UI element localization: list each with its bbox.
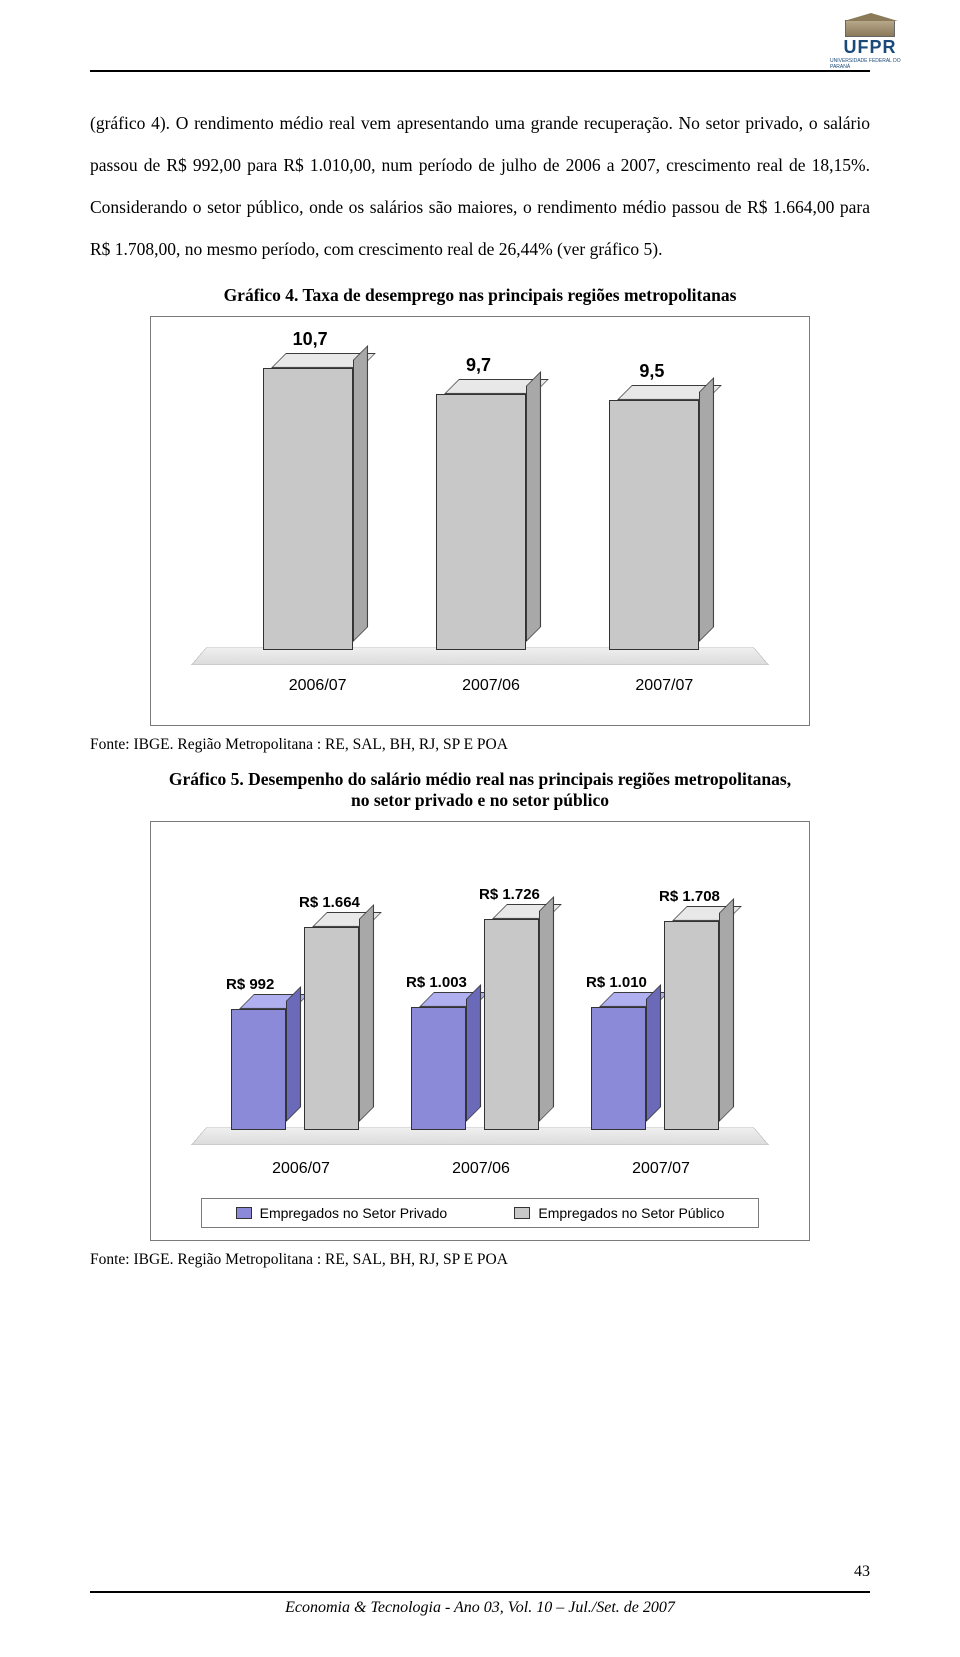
legend-swatch-privado (236, 1207, 252, 1219)
chart5-value-label: R$ 1.010 (586, 974, 647, 991)
page-footer: 43 Economia & Tecnologia - Ano 03, Vol. … (90, 1591, 870, 1617)
chart5-legend: Empregados no Setor Privado Empregados n… (201, 1198, 759, 1228)
chart5-source: Fonte: IBGE. Região Metropolitana : RE, … (90, 1251, 870, 1269)
chart5-value-label: R$ 1.003 (406, 974, 467, 991)
chart4-value-label: 9,5 (639, 361, 664, 382)
chart4-x-label: 2007/07 (599, 677, 729, 695)
chart4-bar (609, 400, 699, 650)
chart5-bar (304, 927, 359, 1130)
chart4-bar (263, 368, 353, 650)
logo-building-icon (845, 20, 895, 37)
chart5-value-label: R$ 1.726 (479, 886, 540, 903)
chart5-x-label: 2007/06 (391, 1160, 571, 1178)
legend-label-privado: Empregados no Setor Privado (260, 1205, 448, 1221)
legend-label-publico: Empregados no Setor Público (538, 1205, 724, 1221)
logo-text: UFPR (844, 37, 897, 58)
chart5-value-label: R$ 1.664 (299, 894, 360, 911)
chart5-value-label: R$ 992 (226, 976, 274, 993)
chart5-title: Gráfico 5. Desempenho do salário médio r… (160, 769, 800, 811)
logo-subtext: UNIVERSIDADE FEDERAL DO PARANÁ (830, 58, 910, 70)
legend-item-privado: Empregados no Setor Privado (236, 1205, 448, 1221)
chart4: 10,7 9,7 9,5 2006/07 2007/06 2007/07 (150, 316, 810, 726)
chart5-bar (411, 1007, 466, 1130)
chart4-source: Fonte: IBGE. Região Metropolitana : RE, … (90, 736, 870, 754)
chart5-x-label: 2006/07 (211, 1160, 391, 1178)
chart5-bar (664, 921, 719, 1130)
chart4-x-label: 2006/07 (253, 677, 383, 695)
chart5-value-label: R$ 1.708 (659, 888, 720, 905)
body-paragraph: (gráfico 4). O rendimento médio real vem… (90, 102, 870, 270)
page-number: 43 (854, 1563, 870, 1581)
chart5-bar (484, 919, 539, 1130)
ufpr-logo: UFPR UNIVERSIDADE FEDERAL DO PARANÁ (830, 20, 910, 70)
chart4-bar (436, 394, 526, 650)
chart4-title: Gráfico 4. Taxa de desemprego nas princi… (90, 285, 870, 306)
legend-item-publico: Empregados no Setor Público (514, 1205, 724, 1221)
chart5: R$ 992 R$ 1.664 R$ 1.003 R$ 1.726 R$ 1.010 R$… (150, 821, 810, 1241)
footer-rule (90, 1591, 870, 1593)
chart4-value-label: 9,7 (466, 355, 491, 376)
footer-text: Economia & Tecnologia - Ano 03, Vol. 10 … (90, 1599, 870, 1617)
chart4-value-label: 10,7 (293, 329, 328, 350)
chart5-bar (231, 1009, 286, 1130)
legend-swatch-publico (514, 1207, 530, 1219)
chart4-x-label: 2007/06 (426, 677, 556, 695)
header-rule (90, 70, 870, 72)
chart5-x-label: 2007/07 (571, 1160, 751, 1178)
chart5-bar (591, 1007, 646, 1130)
